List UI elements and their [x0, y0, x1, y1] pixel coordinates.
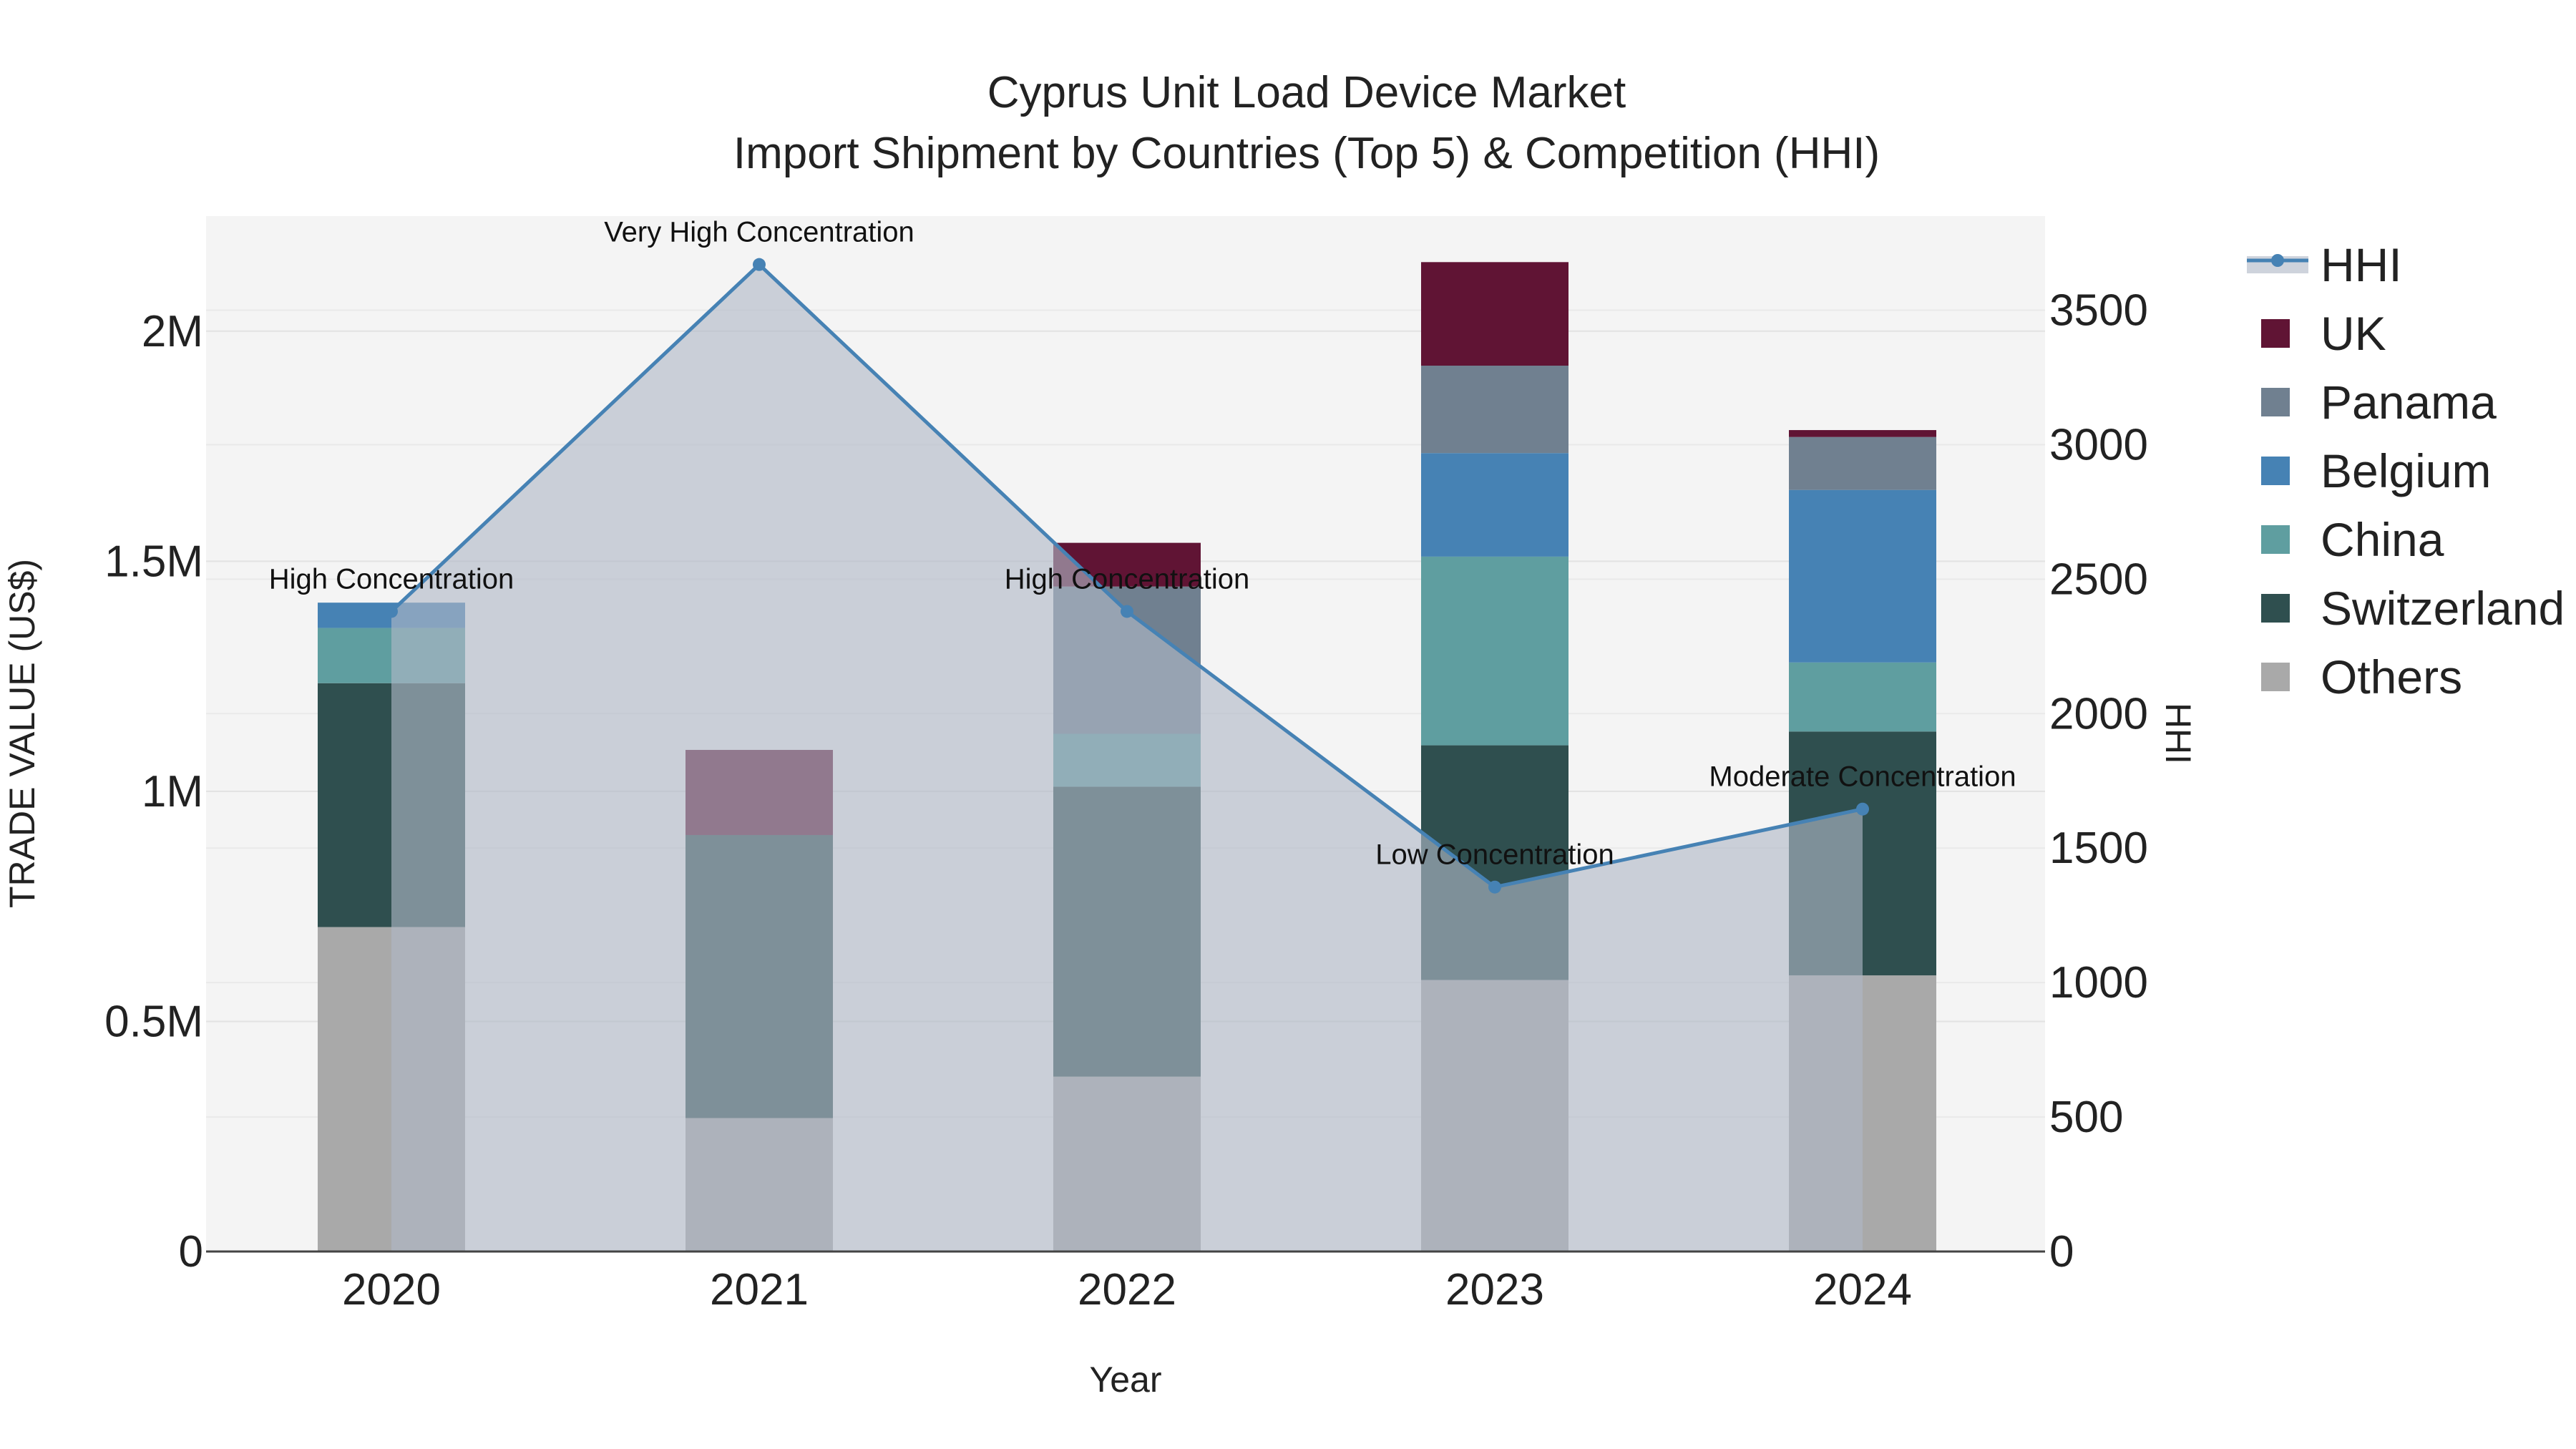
bar-china-2024	[1789, 662, 1936, 732]
legend-swatch-others	[2261, 663, 2290, 691]
y-tick-label-2: 1M	[142, 767, 203, 816]
x-axis-title: Year	[1089, 1360, 1161, 1400]
legend-swatch-uk	[2261, 319, 2290, 348]
hhi-annotation-2021: Very High Concentration	[604, 217, 914, 248]
y2-tick-label-3: 1500	[2049, 824, 2148, 873]
bar-panama-2024	[1789, 436, 1936, 490]
chart-subtitle: Import Shipment by Countries (Top 5) & C…	[733, 129, 1880, 178]
hhi-annotation-2023: Low Concentration	[1375, 839, 1614, 871]
y2-tick-label-7: 3500	[2049, 286, 2148, 336]
hhi-annotation-2022: High Concentration	[1005, 563, 1249, 595]
y2-tick-label-0: 0	[2049, 1227, 2074, 1277]
hhi-point-2024	[1856, 802, 1869, 816]
y-tick-label-3: 1.5M	[104, 537, 203, 586]
y2-axis-ticks: 0 500 1000 1500 2000 2500 3000 3500	[2049, 286, 2148, 1277]
y-axis-ticks: 0 0.5M 1M 1.5M 2M	[104, 307, 203, 1277]
x-tick-label-2022: 2022	[1078, 1265, 1176, 1314]
y-tick-label-4: 2M	[142, 307, 203, 356]
legend-label-panama: Panama	[2321, 376, 2497, 429]
y2-tick-label-2: 1000	[2049, 958, 2148, 1008]
hhi-annotation-2024: Moderate Concentration	[1709, 761, 2016, 793]
hhi-annotation-2020: High Concentration	[269, 563, 514, 595]
y-axis-title: TRADE VALUE (US$)	[2, 559, 42, 908]
y2-axis-title: HHI	[2158, 703, 2198, 764]
bar-uk-2023	[1421, 262, 1568, 366]
y2-tick-label-1: 500	[2049, 1093, 2123, 1142]
bar-belgium-2023	[1421, 453, 1568, 557]
hhi-annotations: High Concentration Very High Concentratio…	[269, 217, 2016, 871]
x-axis-ticks: 2020 2021 2022 2023 2024	[342, 1265, 1912, 1314]
bar-panama-2023	[1421, 366, 1568, 454]
legend-label-uk: UK	[2321, 307, 2386, 360]
hhi-points	[385, 258, 1869, 894]
hhi-area-fill	[391, 264, 1863, 1252]
y-tick-label-0: 0	[179, 1227, 203, 1277]
x-tick-label-2021: 2021	[710, 1265, 809, 1314]
legend-label-china: China	[2321, 513, 2444, 566]
legend-label-belgium: Belgium	[2321, 444, 2491, 497]
legend-label-hhi: HHI	[2321, 238, 2402, 291]
y2-tick-label-6: 3000	[2049, 420, 2148, 469]
x-tick-label-2020: 2020	[342, 1265, 441, 1314]
y-tick-label-1: 0.5M	[104, 997, 203, 1046]
y2-tick-label-5: 2500	[2049, 555, 2148, 604]
bar-belgium-2024	[1789, 489, 1936, 663]
bar-uk-2024	[1789, 430, 1936, 437]
x-tick-label-2023: 2023	[1445, 1265, 1544, 1314]
legend-swatch-hhi-point	[2271, 254, 2284, 267]
legend-label-others: Others	[2321, 650, 2462, 703]
y2-tick-label-4: 2000	[2049, 689, 2148, 738]
legend-label-switzerland: Switzerland	[2321, 582, 2565, 635]
x-tick-label-2024: 2024	[1813, 1265, 1912, 1314]
legend-swatch-panama	[2261, 388, 2290, 416]
legend: HHI UK Panama Belgium China Switzerland Others	[2247, 238, 2565, 703]
hhi-point-2021	[753, 258, 766, 271]
hhi-point-2022	[1121, 605, 1133, 618]
legend-swatch-switzerland	[2261, 594, 2290, 623]
legend-swatch-belgium	[2261, 457, 2290, 485]
legend-swatch-china	[2261, 525, 2290, 554]
hhi-point-2023	[1488, 880, 1501, 894]
bar-china-2023	[1421, 556, 1568, 746]
hhi-point-2020	[385, 605, 398, 618]
chart-title: Cyprus Unit Load Device Market	[987, 68, 1626, 117]
